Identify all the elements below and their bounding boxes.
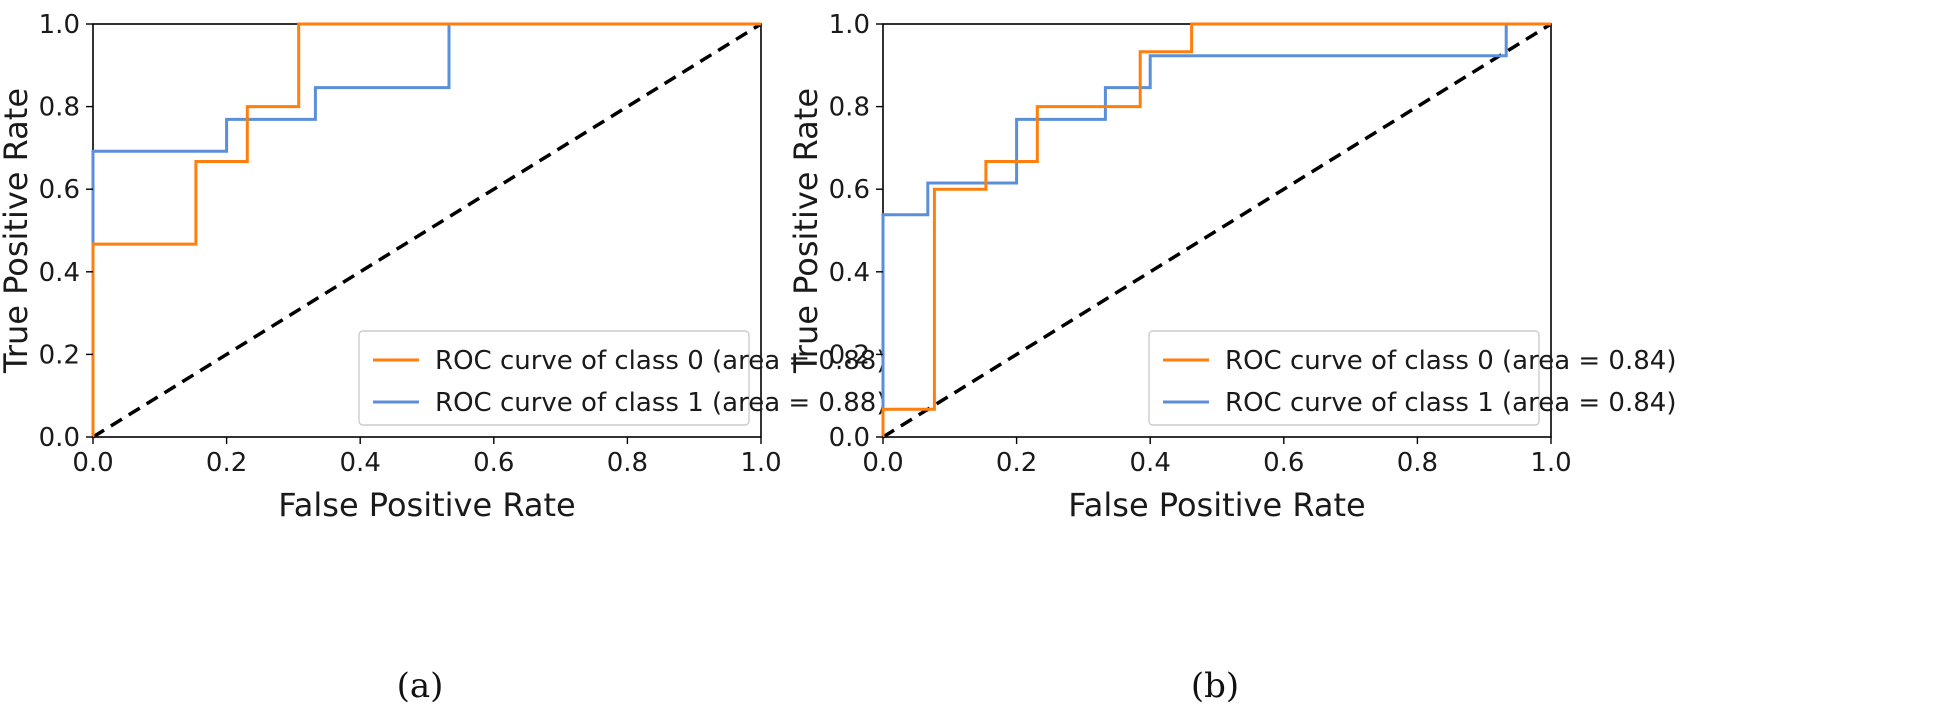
y-ticks: 0.0 0.2 0.4 0.6 0.8 1.0: [39, 10, 93, 453]
legend-box: [1148, 330, 1540, 426]
chance-diagonal-line: [882, 22, 1552, 439]
x-tick-label: 0.0: [862, 448, 903, 478]
x-tick-label: 0.8: [1397, 448, 1438, 478]
x-tick-label: 0.4: [340, 448, 381, 478]
x-tick-label: 1.0: [1530, 448, 1571, 478]
y-tick-label: 0.6: [39, 175, 80, 205]
legend-label-class-0: ROC curve of class 0 (area = 0.84): [1225, 346, 1676, 376]
x-axis-label: False Positive Rate: [1068, 486, 1365, 524]
roc-panel-a: 0.0 0.2 0.4 0.6 0.8 1.0 0.0 0.2 0.4 0.6 0.8 1.0 Fa…: [0, 10, 886, 706]
roc-curve-class-0: [91, 22, 761, 437]
x-tick-label: 0.4: [1130, 448, 1171, 478]
panel-caption: (a): [397, 666, 444, 706]
x-tick-label: 0.2: [206, 448, 247, 478]
curves-layer: [881, 22, 1552, 439]
x-tick-label: 1.0: [740, 448, 781, 478]
x-ticks: 0.0 0.2 0.4 0.6 0.8 1.0: [72, 437, 782, 478]
roc-curve-class-1: [91, 22, 761, 437]
legend-label-class-1: ROC curve of class 1 (area = 0.88): [435, 388, 886, 418]
y-tick-label: 0.0: [39, 423, 80, 453]
legend-label-class-0: ROC curve of class 0 (area = 0.88): [435, 346, 886, 376]
y-axis-label: True Positive Rate: [0, 88, 35, 374]
y-tick-label: 0.2: [829, 340, 870, 370]
y-tick-label: 1.0: [39, 10, 80, 40]
y-tick-label: 0.8: [39, 93, 80, 123]
panel-caption: (b): [1191, 666, 1239, 706]
y-tick-label: 1.0: [829, 10, 870, 40]
roc-curve-class-1: [881, 22, 1551, 437]
x-ticks: 0.0 0.2 0.4 0.6 0.8 1.0: [862, 437, 1572, 478]
roc-panel-b: 0.0 0.2 0.4 0.6 0.8 1.0 0.0 0.2 0.4 0.6 0.8 1.0 Fa…: [787, 10, 1676, 706]
y-axis-label: True Positive Rate: [787, 88, 825, 374]
legend: ROC curve of class 0 (area = 0.88) ROC c…: [358, 330, 886, 426]
x-tick-label: 0.6: [1263, 448, 1304, 478]
legend-box: [358, 330, 750, 426]
x-axis-label: False Positive Rate: [278, 486, 575, 524]
x-tick-label: 0.0: [72, 448, 113, 478]
roc-curve-class-0: [881, 22, 1551, 437]
y-tick-label: 0.4: [39, 258, 80, 288]
chance-diagonal-line: [92, 22, 762, 439]
y-tick-label: 0.4: [829, 258, 870, 288]
x-tick-label: 0.6: [473, 448, 514, 478]
y-tick-label: 0.6: [829, 175, 870, 205]
legend: ROC curve of class 0 (area = 0.84) ROC c…: [1148, 330, 1676, 426]
curves-layer: [91, 22, 762, 439]
legend-label-class-1: ROC curve of class 1 (area = 0.84): [1225, 388, 1676, 418]
y-tick-label: 0.8: [829, 93, 870, 123]
y-tick-label: 0.2: [39, 340, 80, 370]
y-ticks: 0.0 0.2 0.4 0.6 0.8 1.0: [829, 10, 883, 453]
y-tick-label: 0.0: [829, 423, 870, 453]
x-tick-label: 0.2: [996, 448, 1037, 478]
x-tick-label: 0.8: [607, 448, 648, 478]
